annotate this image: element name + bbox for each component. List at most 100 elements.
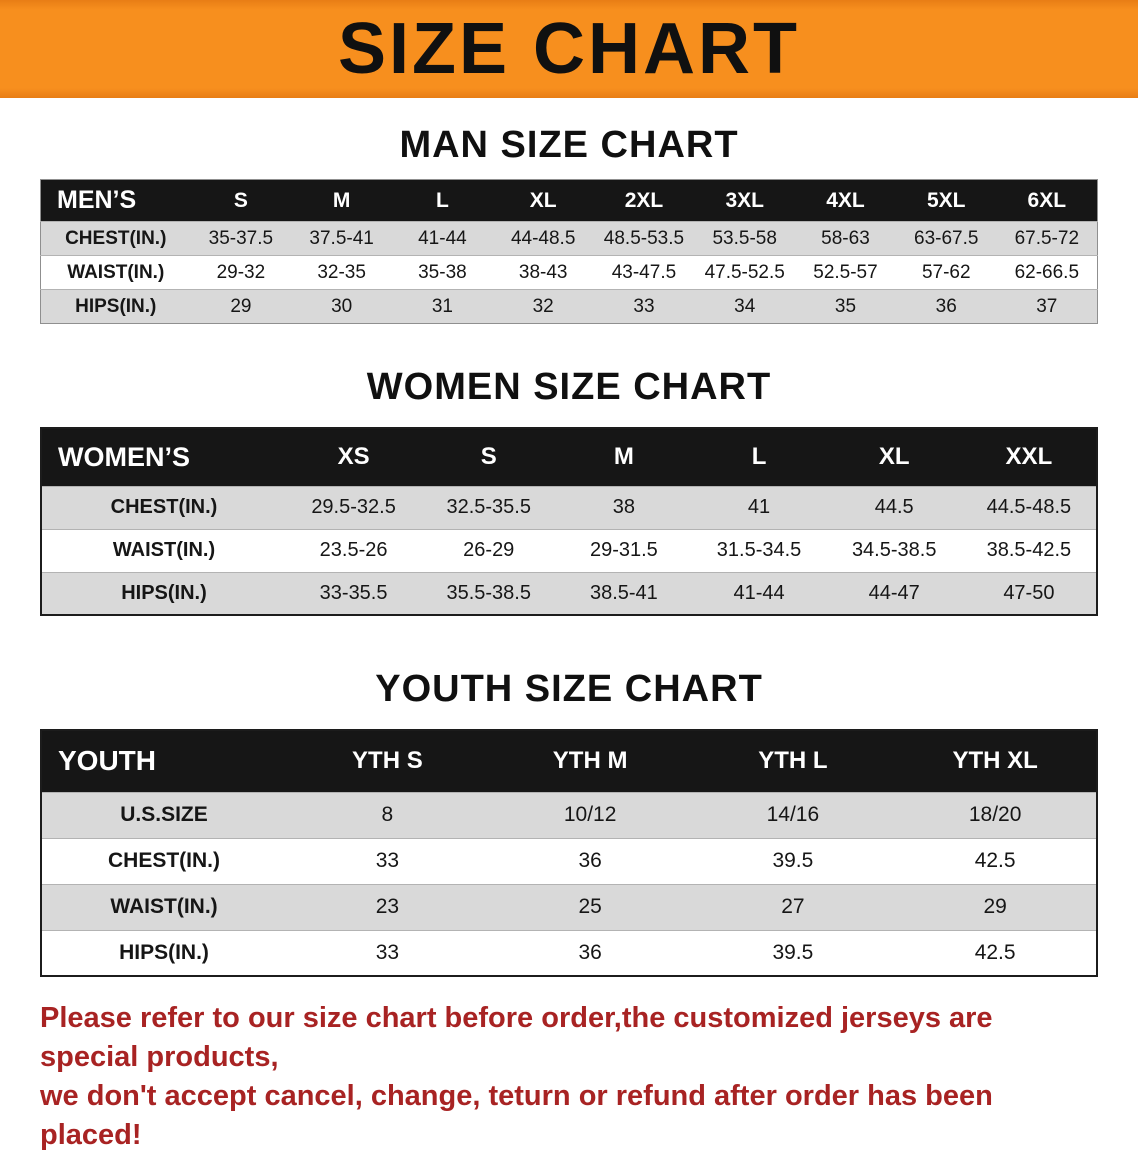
size-value-cell: 32.5-35.5 bbox=[421, 485, 557, 529]
column-header: XS bbox=[286, 428, 422, 486]
header-row: MEN’S S M L XL 2XL 3XL 4XL 5XL 6XL bbox=[40, 179, 1098, 222]
table-row: CHEST(IN.) 33 36 39.5 42.5 bbox=[41, 837, 1097, 884]
table-row: HIPS(IN.) 29 30 31 32 33 34 35 36 37 bbox=[40, 289, 1098, 324]
table-head: WOMEN’S XS S M L XL XXL bbox=[41, 428, 1097, 486]
row-label: HIPS(IN.) bbox=[41, 929, 286, 976]
size-value-cell: 29-32 bbox=[190, 255, 292, 290]
size-value-cell: 33 bbox=[286, 929, 489, 976]
row-label: WAIST(IN.) bbox=[41, 528, 286, 572]
table-row: HIPS(IN.) 33 36 39.5 42.5 bbox=[41, 929, 1097, 976]
table-corner-label: MEN’S bbox=[40, 179, 191, 222]
column-header: XXL bbox=[961, 428, 1097, 486]
table-body: CHEST(IN.) 35-37.5 37.5-41 41-44 44-48.5 48.5… bbox=[40, 221, 1098, 324]
size-value-cell: 52.5-57 bbox=[795, 255, 896, 290]
size-value-cell: 33 bbox=[286, 837, 489, 884]
women-size-table: WOMEN’S XS S M L XL XXL CHEST(IN.) 29.5-32.5 32.5… bbox=[40, 427, 1098, 616]
column-header: 6XL bbox=[996, 179, 1098, 222]
column-header: 4XL bbox=[795, 179, 896, 222]
size-value-cell: 41 bbox=[691, 485, 827, 529]
column-header: 2XL bbox=[593, 179, 695, 222]
size-value-cell: 62-66.5 bbox=[996, 255, 1098, 290]
row-label: WAIST(IN.) bbox=[41, 883, 286, 930]
size-value-cell: 32 bbox=[492, 289, 594, 324]
size-value-cell: 47-50 bbox=[961, 571, 1097, 615]
size-value-cell: 36 bbox=[488, 929, 692, 976]
column-header: S bbox=[190, 179, 292, 222]
size-value-cell: 63-67.5 bbox=[895, 221, 997, 256]
size-value-cell: 38.5-42.5 bbox=[961, 528, 1097, 572]
size-value-cell: 36 bbox=[895, 289, 997, 324]
size-value-cell: 8 bbox=[286, 791, 489, 838]
size-value-cell: 44-48.5 bbox=[492, 221, 594, 256]
size-value-cell: 35.5-38.5 bbox=[421, 571, 557, 615]
size-value-cell: 34 bbox=[694, 289, 796, 324]
table-row: HIPS(IN.) 33-35.5 35.5-38.5 38.5-41 41-44 44-… bbox=[41, 571, 1097, 615]
men-section-heading: MAN SIZE CHART bbox=[399, 124, 739, 166]
size-value-cell: 29-31.5 bbox=[556, 528, 692, 572]
column-header: S bbox=[421, 428, 557, 486]
size-value-cell: 39.5 bbox=[691, 929, 895, 976]
column-header: XL bbox=[492, 179, 594, 222]
table-corner-label: WOMEN’S bbox=[41, 428, 286, 486]
page-title: SIZE CHART bbox=[338, 9, 800, 89]
size-value-cell: 33-35.5 bbox=[286, 571, 422, 615]
size-value-cell: 33 bbox=[593, 289, 695, 324]
table-row: CHEST(IN.) 29.5-32.5 32.5-35.5 38 41 44.5 44.5… bbox=[41, 485, 1097, 529]
size-value-cell: 30 bbox=[291, 289, 393, 324]
disclaimer-line-2: we don't accept cancel, change, teturn o… bbox=[40, 1080, 993, 1152]
size-value-cell: 48.5-53.5 bbox=[593, 221, 695, 256]
table-head: MEN’S S M L XL 2XL 3XL 4XL 5XL 6XL bbox=[40, 179, 1098, 222]
size-value-cell: 57-62 bbox=[895, 255, 997, 290]
column-header: L bbox=[392, 179, 493, 222]
size-value-cell: 41-44 bbox=[392, 221, 493, 256]
row-label: WAIST(IN.) bbox=[40, 255, 191, 290]
women-section-heading: WOMEN SIZE CHART bbox=[366, 366, 772, 408]
row-label: CHEST(IN.) bbox=[40, 221, 191, 256]
size-value-cell: 29 bbox=[894, 883, 1097, 930]
size-value-cell: 44.5-48.5 bbox=[961, 485, 1097, 529]
men-section: MAN SIZE CHART MEN’S S M L XL 2XL 3XL 4XL 5XL 6XL… bbox=[0, 124, 1138, 324]
table-row: WAIST(IN.) 23.5-26 26-29 29-31.5 31.5-34.5 34… bbox=[41, 528, 1097, 572]
size-value-cell: 44.5 bbox=[826, 485, 962, 529]
column-header: L bbox=[691, 428, 827, 486]
size-value-cell: 44-47 bbox=[826, 571, 962, 615]
column-header: YTH M bbox=[488, 730, 692, 792]
size-value-cell: 43-47.5 bbox=[593, 255, 695, 290]
size-value-cell: 29.5-32.5 bbox=[286, 485, 422, 529]
size-value-cell: 23.5-26 bbox=[286, 528, 422, 572]
table-row: U.S.SIZE 8 10/12 14/16 18/20 bbox=[41, 791, 1097, 838]
size-value-cell: 18/20 bbox=[894, 791, 1097, 838]
size-value-cell: 41-44 bbox=[691, 571, 827, 615]
column-header: YTH L bbox=[691, 730, 895, 792]
row-label: HIPS(IN.) bbox=[40, 289, 191, 324]
size-value-cell: 37 bbox=[996, 289, 1098, 324]
size-value-cell: 42.5 bbox=[894, 837, 1097, 884]
youth-section-heading: YOUTH SIZE CHART bbox=[375, 668, 763, 710]
youth-section: YOUTH SIZE CHART YOUTH YTH S YTH M YTH L YTH… bbox=[0, 668, 1138, 977]
column-header: YTH XL bbox=[894, 730, 1097, 792]
size-value-cell: 53.5-58 bbox=[694, 221, 796, 256]
women-section: WOMEN SIZE CHART WOMEN’S XS S M L XL XXL CHEST(… bbox=[0, 366, 1138, 616]
size-value-cell: 35-37.5 bbox=[190, 221, 292, 256]
header-row: WOMEN’S XS S M L XL XXL bbox=[41, 428, 1097, 486]
size-value-cell: 14/16 bbox=[691, 791, 895, 838]
size-value-cell: 36 bbox=[488, 837, 692, 884]
disclaimer: Please refer to our size chart before or… bbox=[40, 999, 1098, 1156]
size-value-cell: 58-63 bbox=[795, 221, 896, 256]
size-value-cell: 25 bbox=[488, 883, 692, 930]
women-size-table-container: WOMEN’S XS S M L XL XXL CHEST(IN.) 29.5-32.5 32.5… bbox=[40, 427, 1098, 616]
size-value-cell: 39.5 bbox=[691, 837, 895, 884]
row-label: HIPS(IN.) bbox=[41, 571, 286, 615]
size-value-cell: 23 bbox=[286, 883, 489, 930]
size-value-cell: 42.5 bbox=[894, 929, 1097, 976]
size-value-cell: 29 bbox=[190, 289, 292, 324]
table-row: WAIST(IN.) 23 25 27 29 bbox=[41, 883, 1097, 930]
size-value-cell: 31.5-34.5 bbox=[691, 528, 827, 572]
header-row: YOUTH YTH S YTH M YTH L YTH XL bbox=[41, 730, 1097, 792]
size-value-cell: 67.5-72 bbox=[996, 221, 1098, 256]
table-body: CHEST(IN.) 29.5-32.5 32.5-35.5 38 41 44.5 44.5… bbox=[41, 485, 1097, 615]
men-size-table-container: MEN’S S M L XL 2XL 3XL 4XL 5XL 6XL CHEST(IN.) 35-37… bbox=[40, 179, 1098, 324]
table-corner-label: YOUTH bbox=[41, 730, 286, 792]
table-row: WAIST(IN.) 29-32 32-35 35-38 38-43 43-47.5 47.… bbox=[40, 255, 1098, 290]
